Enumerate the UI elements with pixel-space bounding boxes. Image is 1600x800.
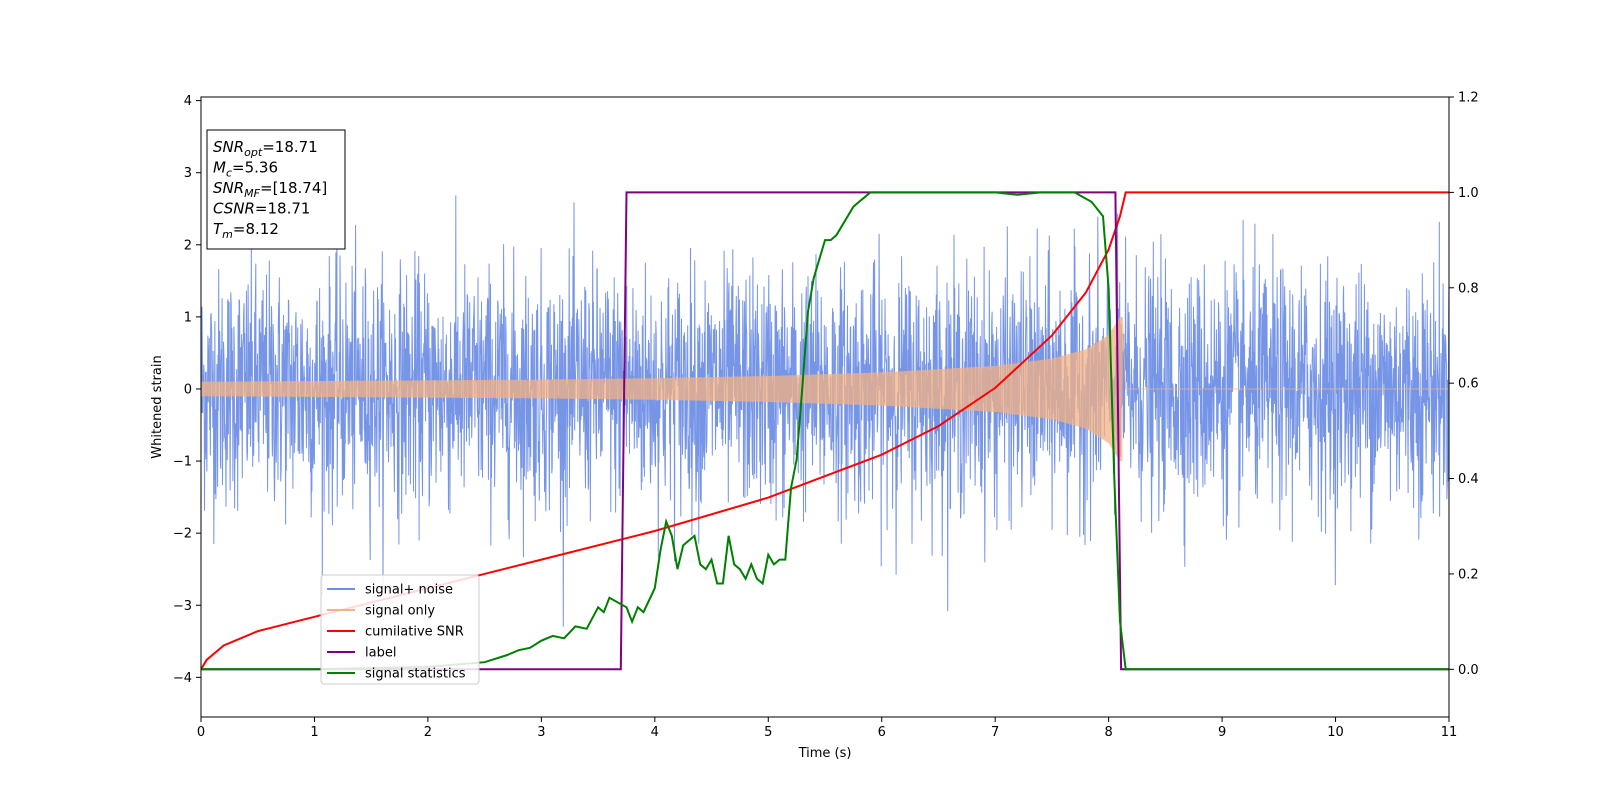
info-symbol: CSNR — [213, 200, 255, 218]
left-y-tick-label: −1 — [173, 455, 192, 470]
info-subscript: MF — [244, 187, 260, 200]
left-y-tick-label: 3 — [184, 166, 192, 181]
info-subscript: m — [222, 228, 233, 241]
info-value: =[18.74] — [260, 179, 327, 197]
x-tick-label: 5 — [764, 725, 772, 740]
legend-label: signal statistics — [365, 667, 466, 682]
right-y-tick-label: 0.0 — [1458, 663, 1479, 678]
right-y-axis-ticks: 1.2 1.0 0.8 0.6 0.4 0.2 0.0 — [1449, 91, 1479, 678]
legend-label: label — [365, 646, 396, 661]
series-signal-only — [201, 316, 1449, 462]
x-tick-label: 9 — [1218, 725, 1226, 740]
right-y-tick-label: 0.4 — [1458, 472, 1479, 487]
info-line: SNRMF=[18.74] — [213, 179, 327, 200]
right-y-tick-label: 1.2 — [1458, 91, 1479, 106]
info-subscript: c — [226, 167, 232, 180]
x-tick-label: 2 — [424, 725, 432, 740]
left-y-tick-label: 2 — [184, 238, 192, 253]
x-tick-label: 4 — [651, 725, 659, 740]
info-symbol: SNR — [213, 179, 244, 197]
left-y-tick-label: −4 — [173, 671, 192, 686]
right-y-tick-label: 1.0 — [1458, 186, 1479, 201]
legend-label: signal+ noise — [365, 583, 453, 598]
x-axis-ticks: 0 1 2 3 4 5 6 7 8 9 10 11 — [197, 717, 1457, 740]
right-y-tick-label: 0.2 — [1458, 567, 1479, 582]
x-tick-label: 11 — [1441, 725, 1458, 740]
x-tick-label: 7 — [991, 725, 999, 740]
info-subscript: opt — [244, 146, 263, 159]
info-line: SNRopt=18.71 — [213, 138, 318, 159]
right-y-tick-label: 0.8 — [1458, 281, 1479, 296]
x-tick-label: 10 — [1327, 725, 1344, 740]
x-tick-label: 3 — [537, 725, 545, 740]
info-line: Tm=8.12 — [213, 220, 279, 241]
plot-series — [201, 191, 1449, 671]
info-line: CSNR=18.71 — [213, 200, 310, 218]
left-y-tick-label: 1 — [184, 310, 192, 325]
y-axis-label: Whitened strain — [150, 355, 165, 458]
info-value: =18.71 — [262, 138, 318, 156]
info-line: Mc=5.36 — [213, 159, 278, 180]
x-tick-label: 0 — [197, 725, 205, 740]
legend-label: signal only — [365, 604, 435, 619]
info-symbol: T — [213, 220, 224, 238]
x-tick-label: 8 — [1104, 725, 1112, 740]
series-cumulative-snr — [201, 191, 1449, 670]
legend-items: signal+ noise signal only cumilative SNR la… — [327, 583, 466, 682]
legend: signal+ noise signal only cumilative SNR la… — [320, 574, 480, 685]
info-value: =5.36 — [232, 159, 278, 177]
info-box-lines: SNRopt=18.71Mc=5.36SNRMF=[18.74]CSNR=18.… — [213, 138, 327, 241]
left-y-axis-ticks: 4 3 2 1 0 −1 −2 −3 −4 — [173, 94, 201, 686]
left-y-tick-label: −3 — [173, 599, 192, 614]
left-y-tick-label: 0 — [184, 382, 192, 397]
info-symbol: SNR — [213, 138, 244, 156]
info-value: =8.12 — [233, 220, 279, 238]
right-y-tick-label: 0.6 — [1458, 377, 1479, 392]
info-value: =18.71 — [255, 200, 311, 218]
x-tick-label: 1 — [310, 725, 318, 740]
legend-label: cumilative SNR — [365, 625, 464, 640]
left-y-tick-label: −2 — [173, 527, 192, 542]
info-box: SNRopt=18.71Mc=5.36SNRMF=[18.74]CSNR=18.… — [206, 129, 346, 250]
left-y-tick-label: 4 — [184, 94, 192, 109]
info-symbol: M — [213, 159, 226, 177]
x-tick-label: 6 — [878, 725, 886, 740]
x-axis-label: Time (s) — [798, 746, 852, 761]
legend-frame — [320, 574, 480, 685]
plot-frame — [200, 96, 1450, 718]
info-box-frame — [206, 129, 346, 250]
series-signal-statistics — [201, 191, 1449, 671]
